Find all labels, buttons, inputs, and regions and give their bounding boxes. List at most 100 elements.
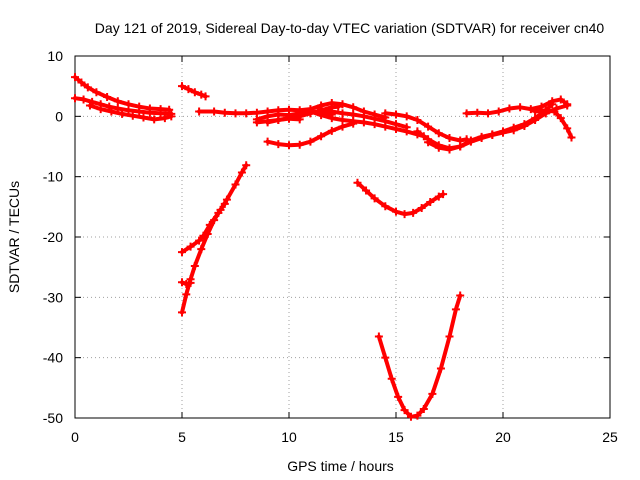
- data-point: [178, 278, 186, 287]
- data-point: [436, 364, 445, 373]
- data-point: [338, 122, 347, 131]
- data-point: [216, 205, 225, 214]
- y-tick-label: -20: [43, 229, 63, 245]
- data-point: [381, 353, 390, 362]
- data-point: [182, 290, 191, 299]
- data-point: [484, 109, 493, 118]
- data-point: [160, 114, 169, 123]
- data-point: [83, 83, 92, 92]
- data-point: [274, 115, 283, 124]
- series-arc-17: [531, 106, 576, 142]
- data-point: [392, 120, 400, 129]
- data-point: [424, 138, 433, 147]
- data-point: [362, 186, 371, 195]
- data-point: [178, 308, 186, 317]
- x-tick-label: 0: [71, 429, 79, 445]
- data-point: [434, 129, 443, 138]
- series-arc-4: [178, 82, 210, 101]
- data-point: [541, 106, 550, 115]
- data-point: [242, 161, 251, 170]
- data-point: [242, 109, 251, 118]
- data-point: [473, 108, 482, 117]
- x-tick-label: 5: [178, 429, 186, 445]
- axis-ticks: 0 5 10 15 20 25 -50 -40 -30 -20 -10 0 10: [43, 48, 618, 445]
- series-arc-21: [374, 291, 465, 421]
- data-point: [92, 88, 101, 97]
- data-point: [203, 229, 212, 238]
- data-point: [71, 94, 79, 103]
- data-point: [274, 140, 283, 149]
- data-point: [413, 411, 422, 420]
- data-point: [488, 130, 497, 139]
- data-point: [79, 95, 88, 104]
- data-point: [402, 123, 411, 132]
- data-point: [349, 110, 358, 119]
- data-point: [439, 190, 448, 199]
- data-point: [222, 195, 231, 204]
- data-point: [550, 107, 559, 116]
- data-point: [400, 406, 409, 415]
- y-tick-label: -40: [43, 350, 63, 366]
- series-arc-11: [263, 119, 358, 150]
- data-point: [392, 207, 400, 216]
- data-point: [285, 141, 293, 150]
- data-point: [556, 95, 565, 104]
- data-point: [387, 374, 396, 383]
- y-tick-label: -50: [43, 410, 63, 426]
- data-point: [381, 202, 390, 211]
- data-point: [413, 115, 422, 124]
- data-point: [201, 92, 210, 101]
- data-point: [71, 73, 79, 82]
- data-point: [445, 134, 454, 143]
- data-point: [349, 119, 358, 128]
- x-tick-label: 15: [388, 429, 404, 445]
- y-tick-label: -10: [43, 169, 63, 185]
- data-point: [370, 114, 379, 123]
- data-point: [505, 104, 514, 113]
- data-point: [419, 404, 428, 413]
- x-axis-label: GPS time / hours: [287, 458, 394, 474]
- data-point: [184, 85, 193, 94]
- data-point: [413, 127, 422, 136]
- y-tick-label: -30: [43, 289, 63, 305]
- data-point: [210, 216, 219, 225]
- data-point: [548, 97, 557, 106]
- y-tick-label: 10: [47, 48, 63, 64]
- data-point: [197, 90, 206, 99]
- data-point: [359, 112, 368, 121]
- data-point: [334, 102, 343, 111]
- data-point: [190, 261, 199, 270]
- x-tick-label: 20: [495, 429, 511, 445]
- data-point: [434, 192, 443, 201]
- data-point: [85, 101, 94, 110]
- data-point: [118, 109, 127, 118]
- data-point: [417, 204, 426, 213]
- data-point: [462, 109, 471, 118]
- data-point: [186, 278, 195, 287]
- data-point: [317, 105, 326, 114]
- data-point: [400, 210, 409, 219]
- data-point: [231, 180, 240, 189]
- data-point: [113, 97, 122, 106]
- x-tick-label: 25: [602, 429, 618, 445]
- data-point: [426, 198, 435, 207]
- data-point: [392, 110, 400, 119]
- data-point: [150, 115, 159, 124]
- data-point: [338, 100, 347, 109]
- data-point: [145, 108, 154, 117]
- data-point: [263, 137, 272, 146]
- data-point: [252, 118, 261, 127]
- data-point: [220, 199, 229, 208]
- data-point: [195, 236, 204, 245]
- data-point: [210, 107, 219, 116]
- data-point: [456, 142, 465, 151]
- data-point: [445, 145, 454, 154]
- data-point: [381, 109, 390, 118]
- data-point: [178, 248, 186, 257]
- data-point: [477, 132, 486, 141]
- data-point: [128, 111, 137, 120]
- data-point: [77, 78, 86, 87]
- data-point: [445, 332, 454, 341]
- data-point: [499, 127, 507, 136]
